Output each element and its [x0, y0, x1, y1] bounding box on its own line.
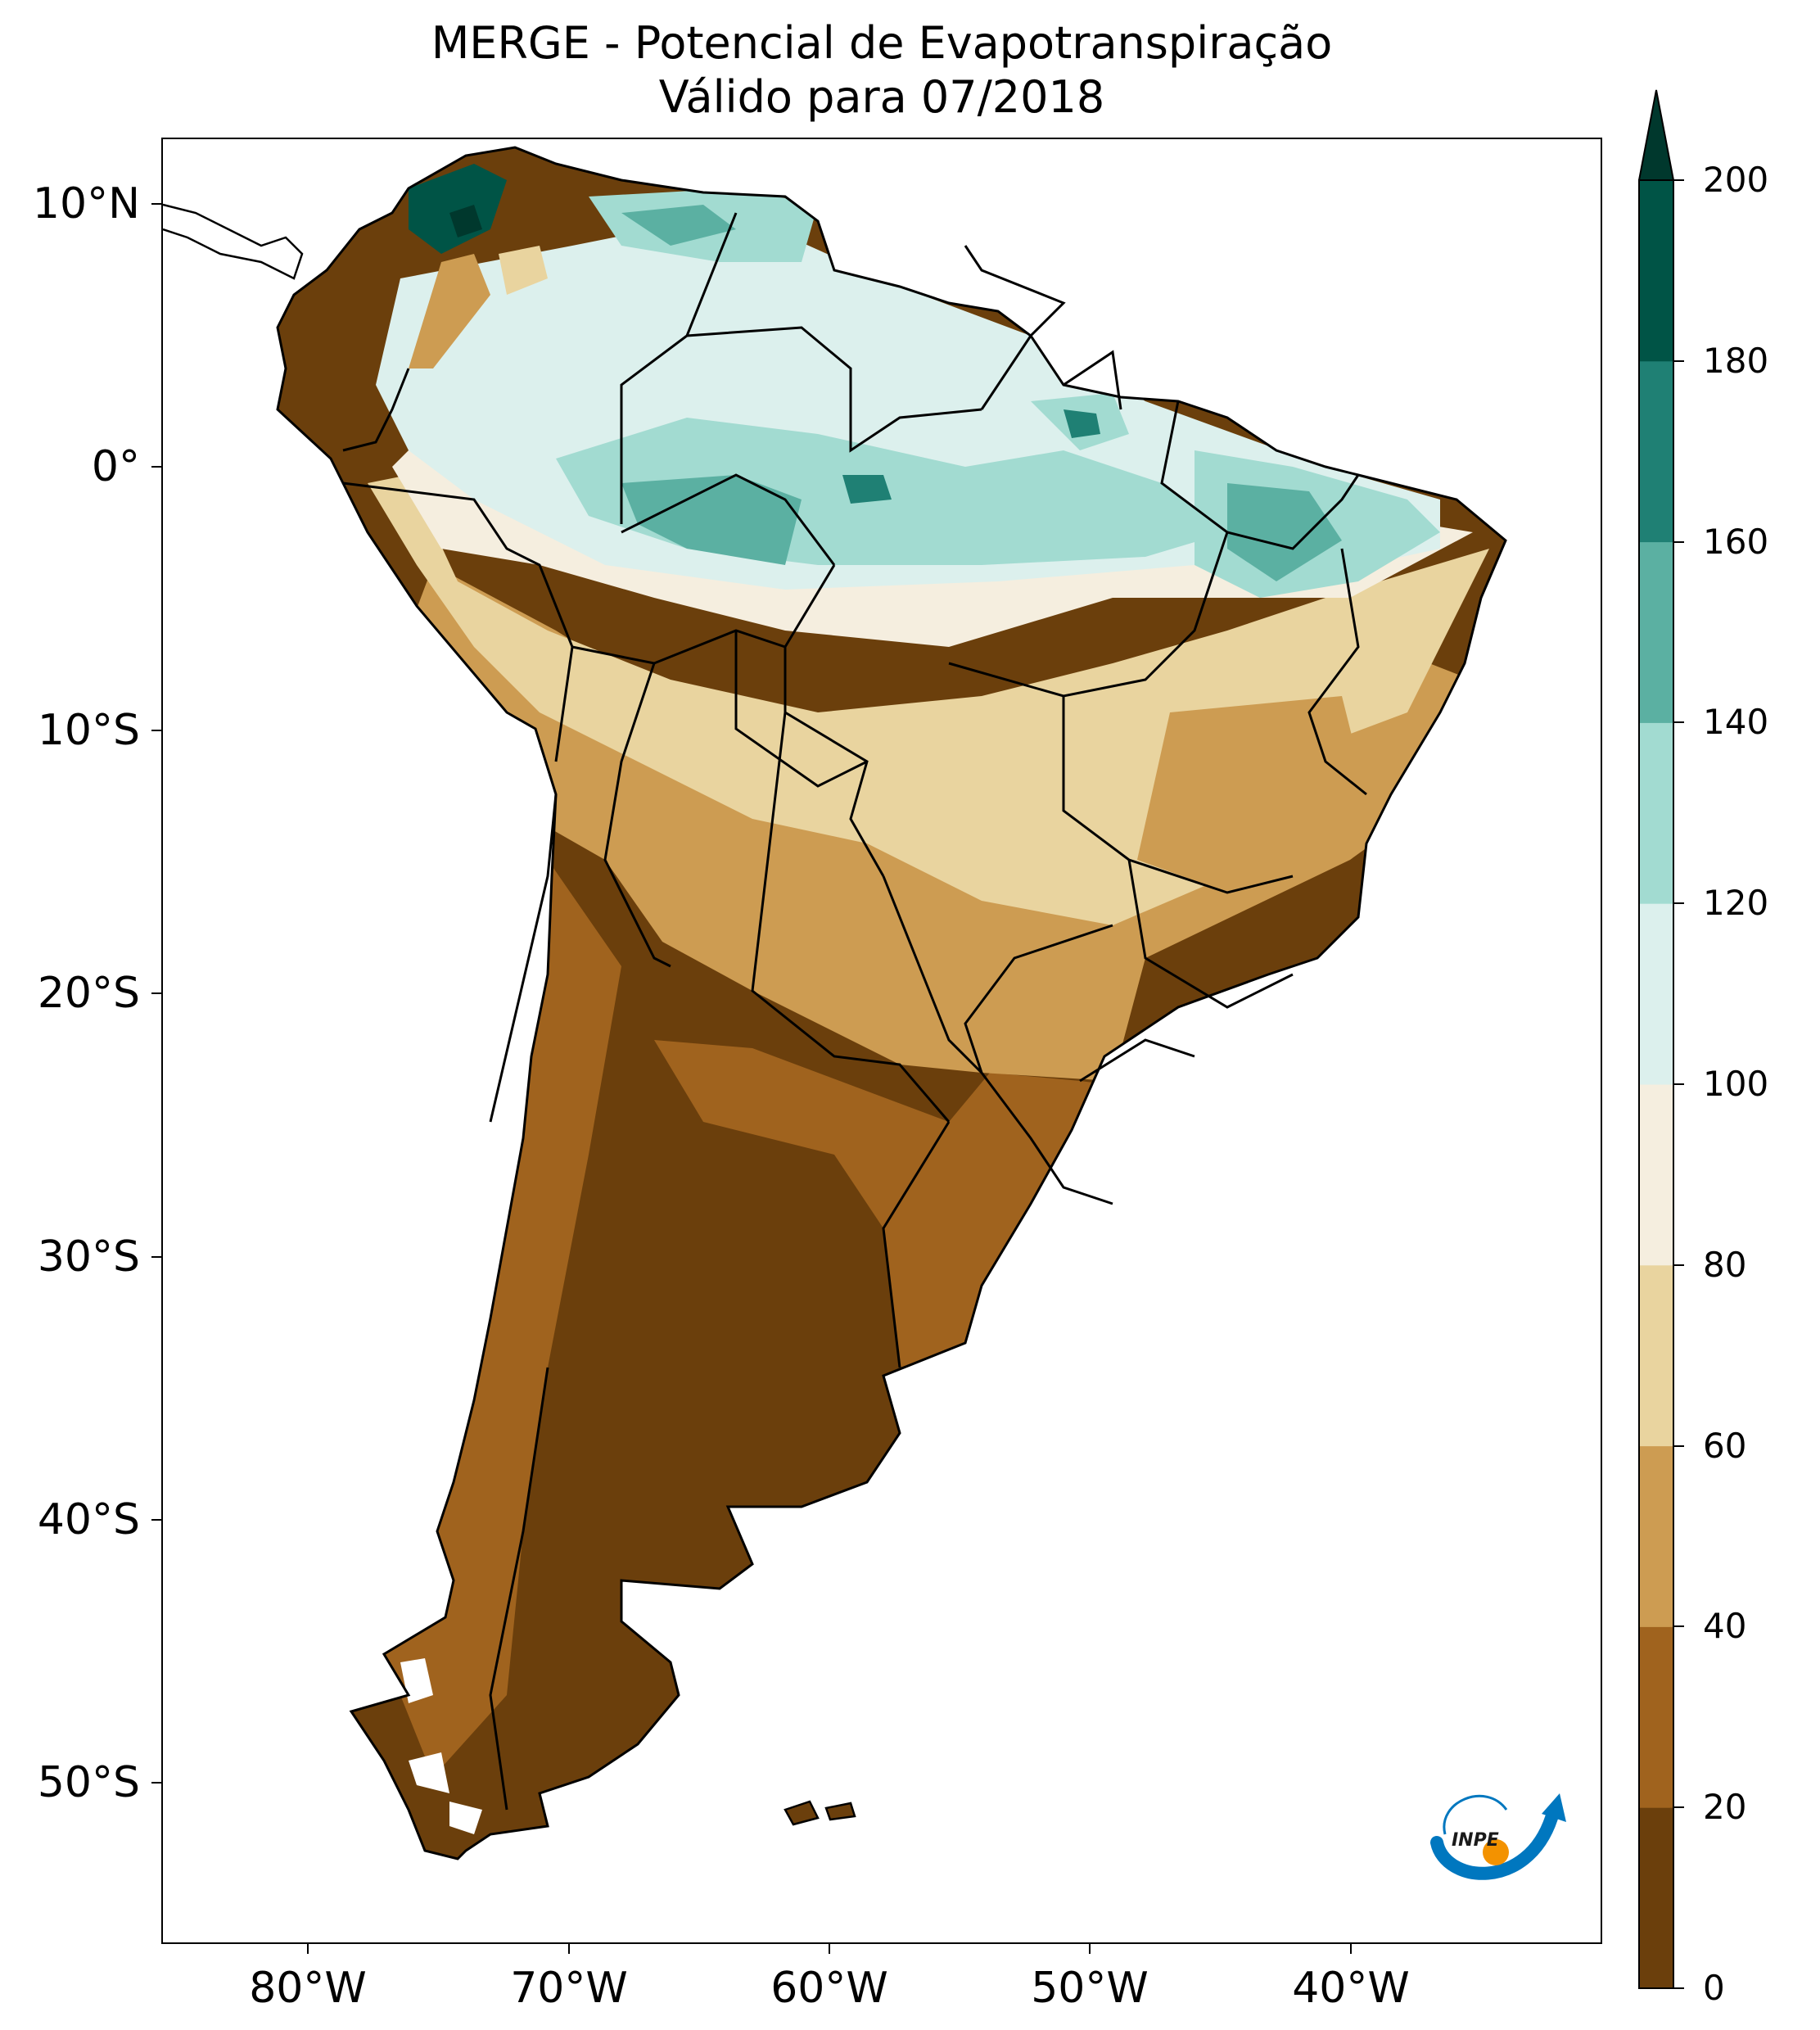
- colorbar-tick: [1674, 540, 1684, 543]
- lat-label-50s: 50°S: [37, 1758, 140, 1807]
- south-america-map: [163, 146, 1507, 1860]
- colorbar-tick: [1674, 1264, 1684, 1266]
- colorbar-segment: [1639, 1264, 1673, 1447]
- lat-tick: [151, 1256, 161, 1258]
- logo-text: INPE: [1452, 1830, 1499, 1851]
- lon-label-60w: 60°W: [770, 1964, 888, 2013]
- colorbar-label: 20: [1703, 1787, 1747, 1828]
- lat-tick: [151, 992, 161, 994]
- colorbar-segment: [1639, 1626, 1673, 1808]
- colorbar-label: 140: [1703, 702, 1769, 743]
- map-subtitle: Válido para 07/2018: [658, 71, 1105, 123]
- lon-tick: [568, 1944, 570, 1954]
- lon-label-50w: 50°W: [1031, 1964, 1149, 2013]
- lat-tick: [151, 1519, 161, 1521]
- colorbar-segment: [1639, 722, 1673, 904]
- colorbar-segment: [1639, 903, 1673, 1085]
- colorbar-tick: [1674, 179, 1684, 181]
- colorbar-label: 0: [1703, 1968, 1725, 2008]
- colorbar-tick: [1674, 1445, 1684, 1447]
- colorbar-label: 120: [1703, 883, 1769, 924]
- lat-label-40s: 40°S: [37, 1495, 140, 1544]
- colorbar-tick: [1674, 359, 1684, 362]
- colorbar: [1638, 89, 1674, 1989]
- colorbar-label: 80: [1703, 1244, 1747, 1285]
- lat-tick: [151, 730, 161, 731]
- lon-label-40w: 40°W: [1292, 1964, 1410, 2013]
- lon-label-80w: 80°W: [249, 1964, 367, 2013]
- lat-label-10s: 10°S: [37, 706, 140, 755]
- map-title: MERGE - Potencial de Evapotranspiração: [431, 17, 1333, 69]
- colorbar-extend-arrow: [1638, 89, 1674, 181]
- colorbar-tick: [1674, 1083, 1684, 1085]
- lon-tick: [1089, 1944, 1091, 1954]
- colorbar-segment: [1639, 1807, 1673, 1989]
- lat-label-30s: 30°S: [37, 1232, 140, 1282]
- lon-label-70w: 70°W: [510, 1964, 628, 2013]
- colorbar-label: 40: [1703, 1606, 1747, 1647]
- lat-label-0: 0°: [91, 442, 140, 491]
- lat-tick: [151, 203, 161, 205]
- lat-tick: [151, 466, 161, 468]
- lon-tick: [1350, 1944, 1352, 1954]
- colorbar-label: 60: [1703, 1425, 1747, 1466]
- lat-label-10n: 10°N: [32, 179, 140, 228]
- colorbar-segment: [1639, 1445, 1673, 1627]
- colorbar-label: 100: [1703, 1064, 1769, 1104]
- colorbar-label: 180: [1703, 340, 1769, 381]
- colorbar-label: 160: [1703, 521, 1769, 562]
- lon-tick: [829, 1944, 830, 1954]
- lat-label-20s: 20°S: [37, 969, 140, 1018]
- colorbar-tick: [1674, 1987, 1684, 1989]
- lon-tick: [307, 1944, 309, 1954]
- colorbar-segment: [1639, 1084, 1673, 1266]
- colorbar-tick: [1674, 1625, 1684, 1628]
- colorbar-segment: [1639, 360, 1673, 543]
- colorbar-tick: [1674, 1806, 1684, 1809]
- inpe-logo: INPE: [1430, 1793, 1566, 1880]
- colorbar-tick: [1674, 721, 1684, 724]
- lat-tick: [151, 1782, 161, 1784]
- colorbar-label: 200: [1703, 160, 1769, 200]
- map-panel: [161, 138, 1602, 1944]
- colorbar-segment: [1639, 180, 1673, 362]
- colorbar-segment: [1639, 541, 1673, 723]
- colorbar-tick: [1674, 902, 1684, 905]
